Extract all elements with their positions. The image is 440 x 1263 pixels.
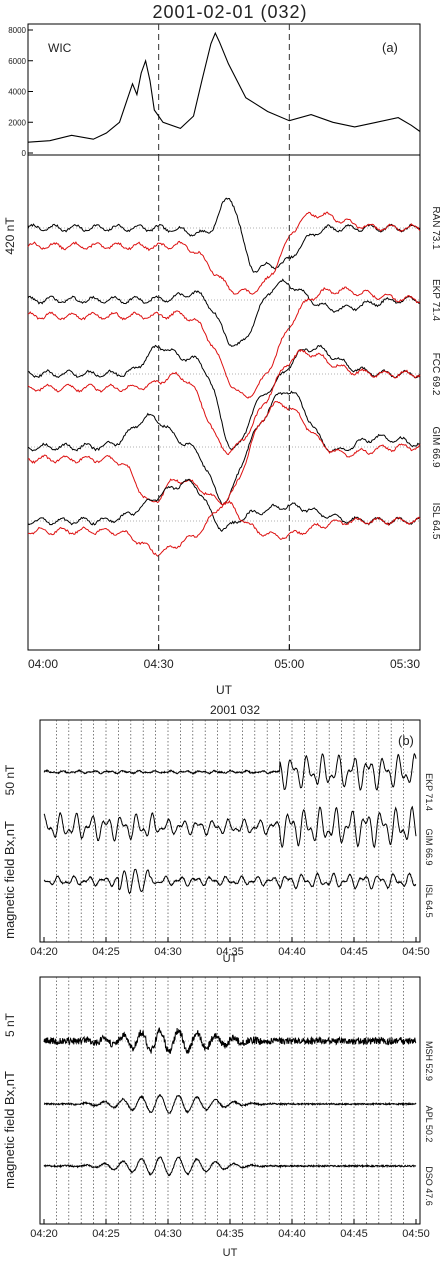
station-trace [43, 1027, 417, 1054]
wic-y-ticks: 0 2000 4000 6000 8000 [8, 26, 33, 158]
x-tick-label: 04:30 [154, 1228, 182, 1240]
panel-b-label: (b) [398, 733, 414, 748]
magneto-x-tick-label: 05:00 [274, 657, 304, 671]
magneto-x-tick-label: 04:00 [28, 657, 58, 671]
wic-y-tick-label: 6000 [8, 57, 26, 66]
station-trace [43, 805, 417, 849]
magneto-station-label: EKP 71.4 [430, 279, 440, 322]
wic-frame [27, 23, 421, 156]
station-trace-red [27, 500, 421, 557]
station-label: DSO 47.6 [424, 1166, 434, 1206]
station-trace-black [27, 344, 421, 451]
magneto-xlabel: UT [216, 683, 233, 697]
station-label: APL 50.2 [424, 1106, 434, 1143]
wic-y-tick-label: 8000 [8, 26, 26, 35]
x-tick-label: 04:45 [340, 946, 368, 958]
magneto-station-label: ISL 64.5 [430, 503, 440, 540]
panel-b-scale-label: 50 nT [3, 764, 17, 795]
x-tick-label: 04:35 [216, 1228, 244, 1240]
x-tick-label: 04:45 [340, 1228, 368, 1240]
wic-y-tick-label: 0 [22, 149, 27, 158]
station-label: MSH 52.9 [424, 1041, 434, 1081]
panel-c-station-labels: MSH 52.9 APL 50.2 DSO 47.6 [424, 1041, 434, 1206]
x-tick-label: 04:50 [402, 1228, 430, 1240]
station-label: EKP 71.4 [424, 773, 434, 811]
panel-b: 2001 032 (b) 50 nT magnetic field Bx,nT … [2, 703, 434, 965]
panel-c: 5 nT magnetic field Bx,nT MSH 52.9 APL 50… [2, 976, 434, 1259]
panel-b-x-ticks: 04:20 04:25 04:30 04:35 04:40 04:45 04:50 [30, 937, 430, 958]
x-tick-label: 04:25 [92, 946, 120, 958]
panel-b-grid [56, 720, 404, 942]
x-tick-label: 04:20 [30, 1228, 58, 1240]
magneto-x-tick-label: 04:30 [144, 657, 174, 671]
x-tick-label: 04:30 [154, 946, 182, 958]
x-tick-label: 04:50 [402, 946, 430, 958]
station-trace [43, 1156, 417, 1177]
magneto-station-label: FCC 69.2 [430, 353, 440, 396]
panel-b-traces [43, 752, 417, 895]
station-trace-black [27, 197, 421, 273]
magnetogram-traces [27, 197, 421, 557]
panel-c-grid [56, 977, 404, 1224]
station-label: GIM 66.9 [424, 828, 434, 865]
station-trace-red [27, 211, 421, 295]
panel-a-label: (a) [382, 40, 398, 55]
station-trace-red [27, 348, 421, 456]
panel-c-x-ticks: 04:20 04:25 04:30 04:35 04:40 04:45 04:50 [30, 1219, 430, 1240]
station-trace-black [27, 478, 421, 533]
magneto-event-lines [158, 155, 290, 650]
panel-a-magnetograms: 420 nT RAN 73.1 EKP 71.4 FCC 69.2 GIM 66.9 I… [3, 154, 440, 697]
x-tick-label: 04:40 [278, 946, 306, 958]
station-trace-red [27, 400, 421, 506]
panel-c-xlabel: UT [223, 1247, 238, 1259]
x-tick-label: 04:20 [30, 946, 58, 958]
magneto-x-ticks: 04:00 04:30 05:00 05:30 [27, 644, 421, 671]
panel-b-title: 2001 032 [210, 703, 260, 717]
station-trace-red [27, 286, 421, 399]
station-trace [43, 752, 417, 791]
magneto-scale-label: 420 nT [3, 217, 17, 255]
panel-b-ylabel: magnetic field Bx,nT [2, 821, 17, 939]
panel-b-xlabel: UT [223, 953, 238, 965]
wic-y-tick-label: 2000 [8, 118, 26, 127]
magneto-station-labels: RAN 73.1 EKP 71.4 FCC 69.2 GIM 66.9 ISL 64.5 [430, 206, 440, 540]
station-trace [43, 1094, 417, 1115]
station-trace [43, 868, 417, 895]
panel-b-station-labels: EKP 71.4 GIM 66.9 ISL 64.5 [424, 773, 434, 918]
wic-y-tick-label: 4000 [8, 88, 26, 97]
station-trace-black [27, 278, 421, 347]
figure-title: 2001-02-01 (032) [152, 2, 307, 22]
magneto-x-tick-label: 05:30 [390, 657, 420, 671]
panel-c-traces [43, 1027, 417, 1177]
magneto-frame [27, 154, 421, 651]
panel-a-wic: WIC (a) 0 2000 4000 6000 8000 [8, 23, 421, 158]
magneto-station-label: GIM 66.9 [430, 426, 440, 468]
wic-ylabel: WIC [48, 41, 72, 55]
x-tick-label: 04:35 [216, 946, 244, 958]
x-tick-label: 04:40 [278, 1228, 306, 1240]
x-tick-label: 04:25 [92, 1228, 120, 1240]
panel-c-ylabel: magnetic field Bx,nT [2, 1071, 17, 1189]
magneto-station-label: RAN 73.1 [430, 206, 440, 250]
station-label: ISL 64.5 [424, 884, 434, 917]
panel-b-frame [39, 719, 421, 943]
wic-event-lines [158, 24, 290, 155]
panel-c-scale-label: 5 nT [3, 1012, 17, 1037]
wic-series-line [27, 31, 421, 143]
